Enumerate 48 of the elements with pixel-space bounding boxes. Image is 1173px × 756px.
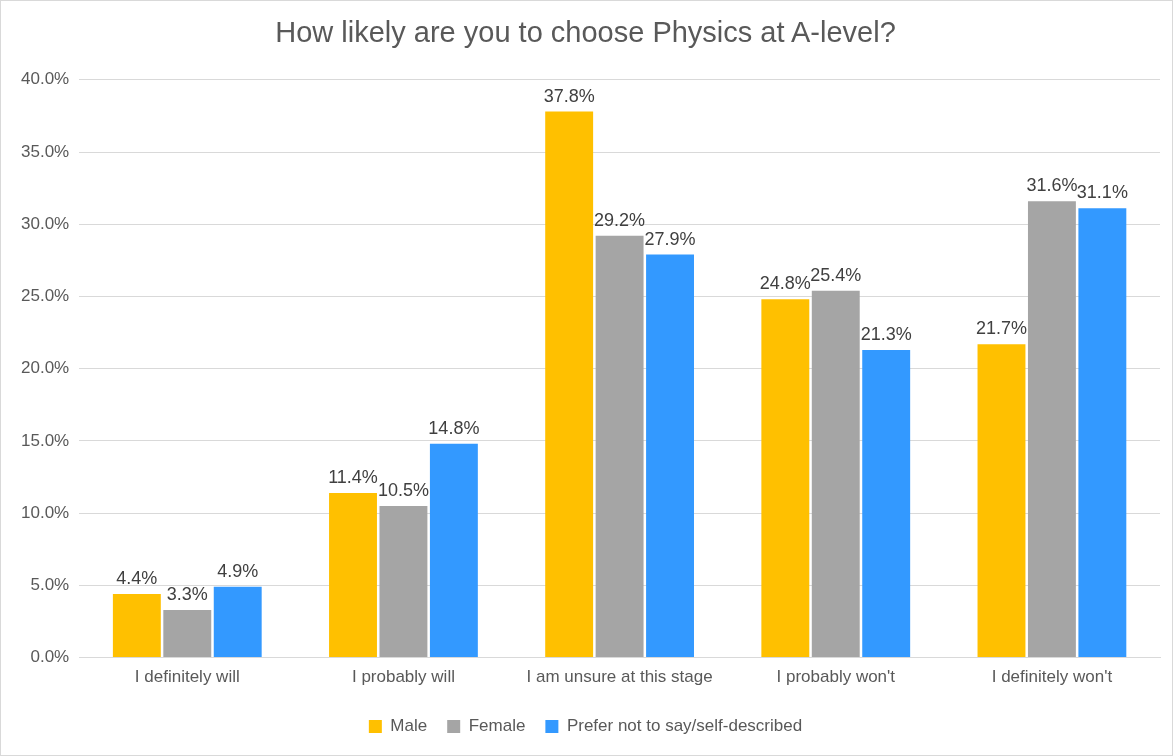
legend-label: Prefer not to say/self-described [566, 716, 803, 736]
x-tick-label: I am unsure at this stage [526, 667, 713, 687]
y-tick-label: 25.0% [21, 286, 70, 306]
data-label: 21.7% [975, 318, 1028, 339]
bar [1027, 201, 1076, 658]
bar [379, 505, 428, 658]
bar [329, 492, 377, 658]
data-label: 3.3% [166, 583, 208, 604]
legend-label: Male [390, 716, 428, 736]
bar [646, 254, 694, 658]
y-tick-label: 15.0% [21, 430, 70, 450]
data-label: 4.9% [217, 560, 259, 581]
chart-title: How likely are you to choose Physics at A-level? [275, 16, 896, 49]
x-tick-label: I probably won't [776, 667, 896, 687]
bar [213, 586, 262, 658]
data-label: 11.4% [328, 466, 378, 487]
data-label: 24.8% [759, 273, 811, 294]
y-tick-label: 40.0% [21, 69, 70, 89]
bar [595, 235, 644, 658]
y-tick-label: 30.0% [21, 213, 70, 233]
bar [545, 111, 594, 658]
bar [811, 290, 860, 658]
bar [429, 443, 478, 658]
x-tick-label: I definitely will [134, 667, 240, 687]
bar [112, 594, 161, 658]
data-label: 29.2% [594, 209, 646, 230]
data-label: 27.9% [644, 228, 696, 249]
data-label: 14.8% [428, 417, 480, 438]
x-tick-label: I definitely won't [991, 667, 1113, 687]
y-tick-label: 10.0% [21, 502, 70, 522]
data-label: 21.3% [860, 323, 912, 344]
data-label: 25.4% [810, 264, 862, 285]
data-label: 37.8% [543, 85, 595, 106]
x-tick-label: I probably will [351, 667, 455, 687]
data-label: 31.1% [1076, 182, 1128, 203]
y-tick-label: 35.0% [21, 141, 70, 161]
y-tick-label: 0.0% [30, 647, 70, 667]
bar [1078, 208, 1127, 658]
legend-label: Female [468, 716, 526, 736]
data-label: 31.6% [1026, 175, 1078, 196]
data-label: 4.4% [116, 568, 158, 589]
bar [761, 299, 810, 658]
bar [977, 344, 1026, 658]
bar [862, 349, 911, 658]
y-tick-label: 5.0% [30, 575, 70, 595]
data-label: 10.5% [377, 479, 429, 500]
bar [163, 609, 212, 658]
y-tick-label: 20.0% [21, 358, 70, 378]
